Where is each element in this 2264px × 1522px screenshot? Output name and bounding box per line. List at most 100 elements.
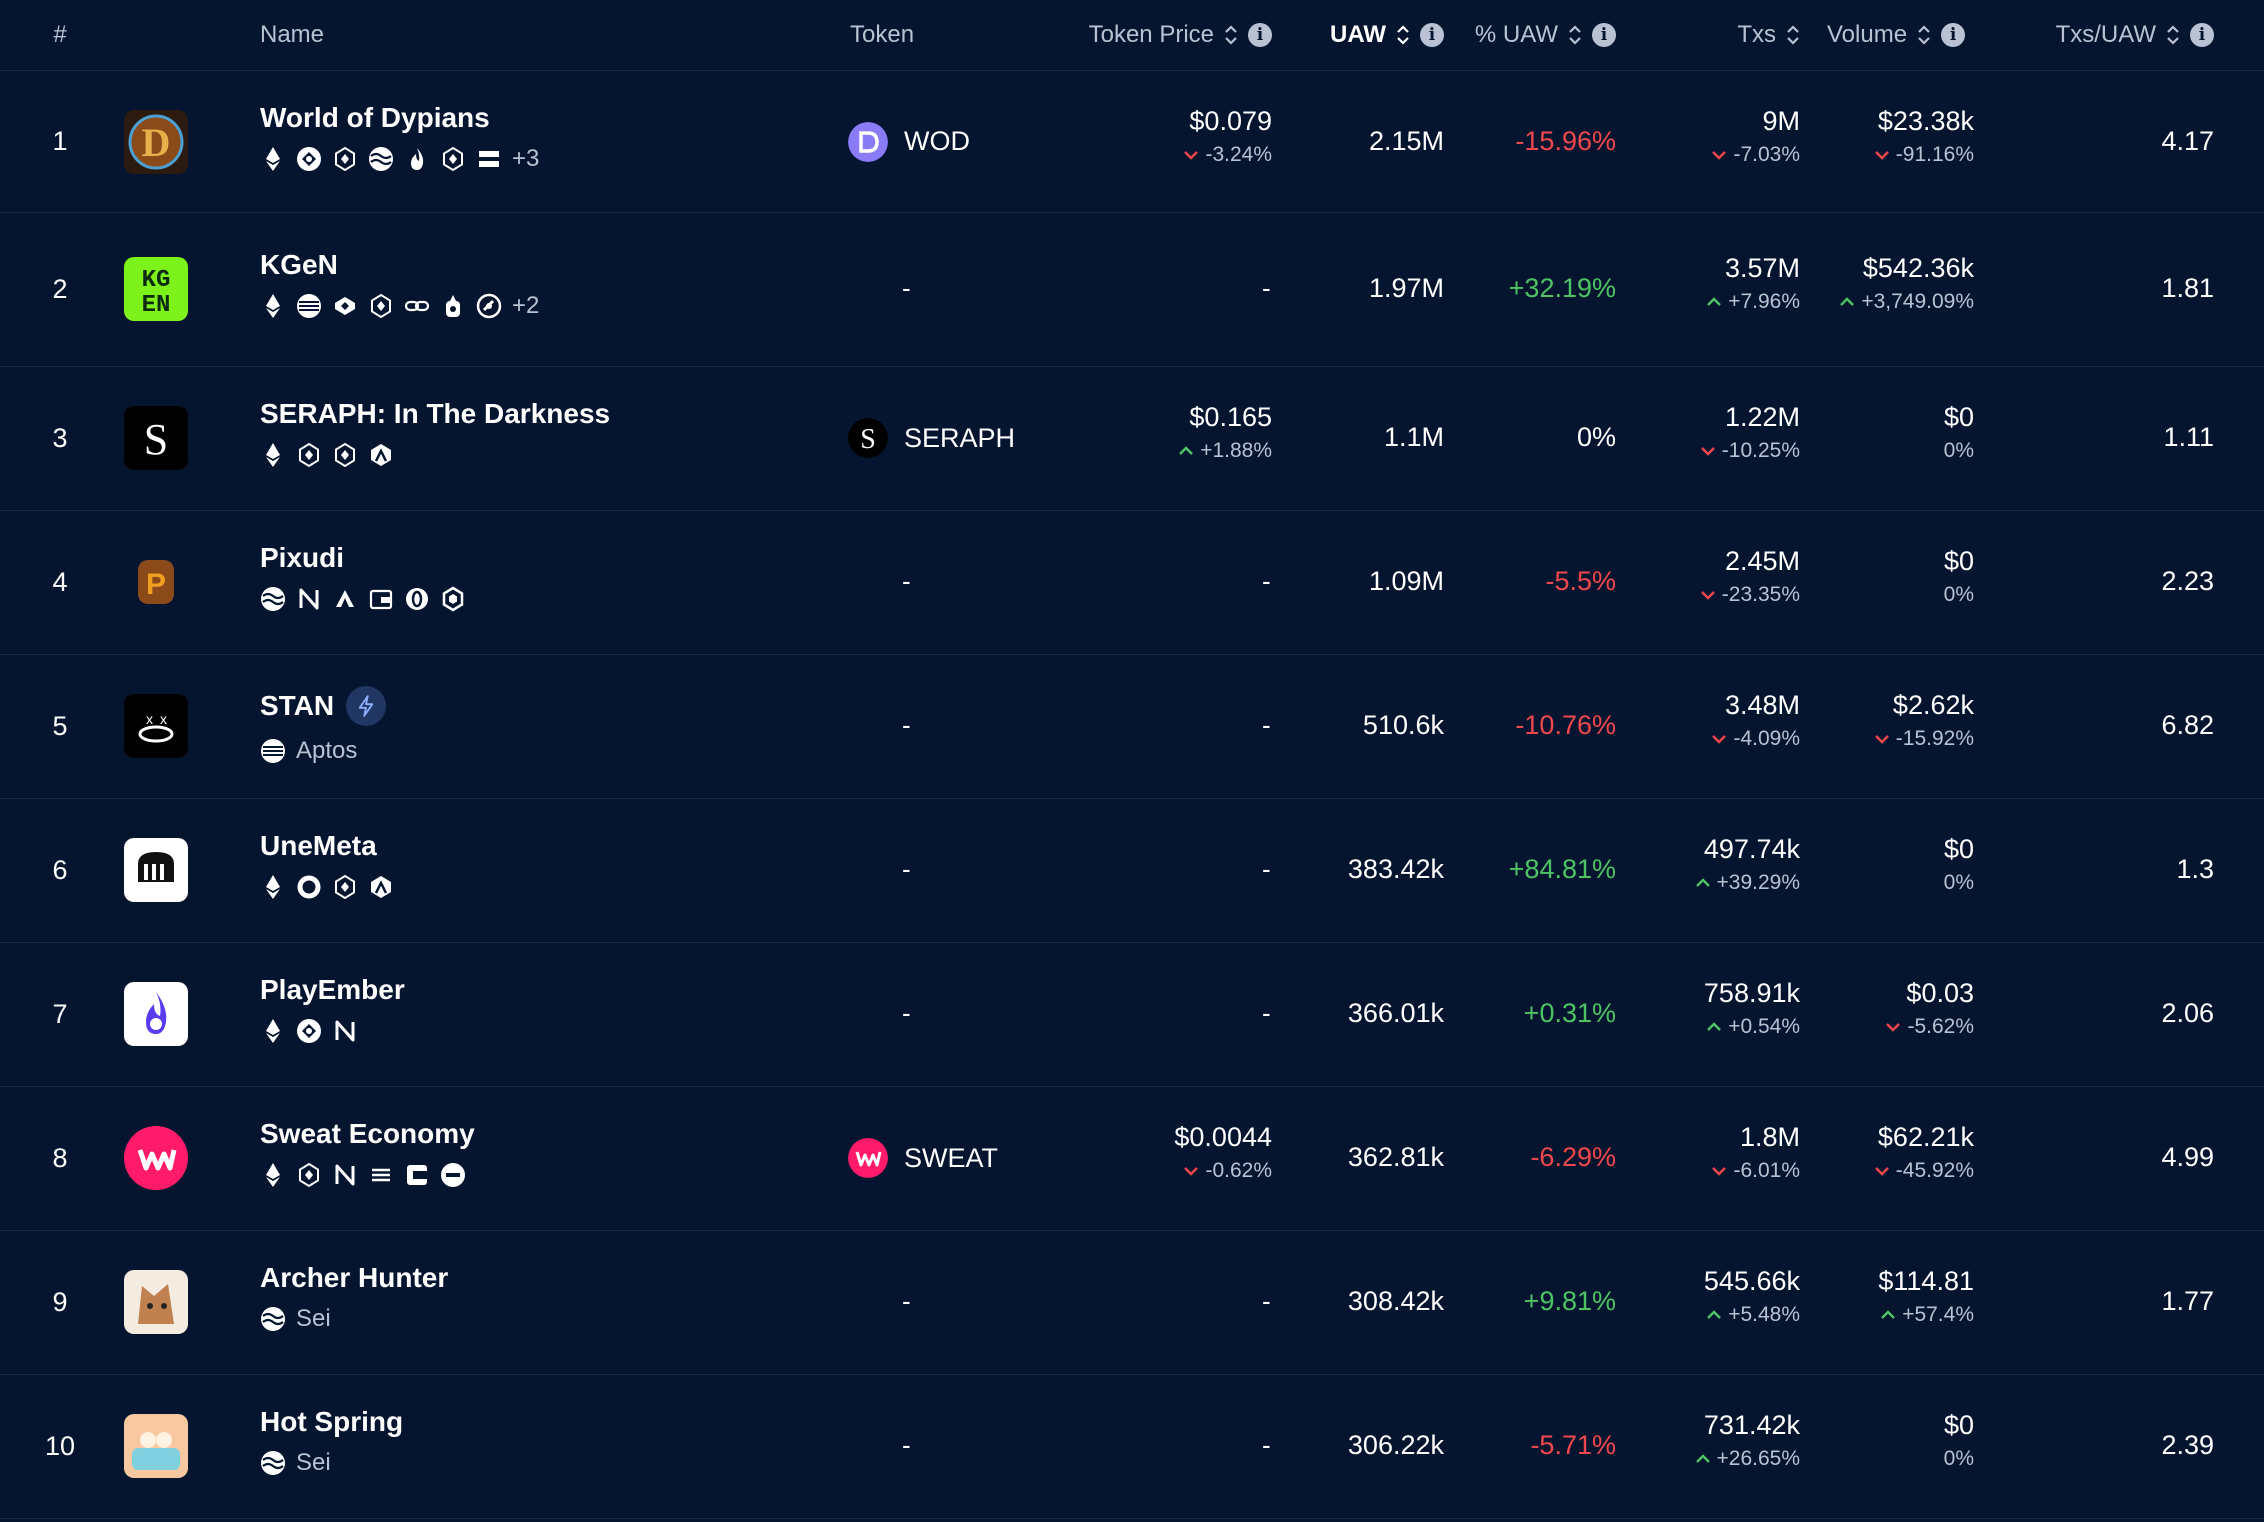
ethereum-icon (260, 1018, 286, 1044)
table-row[interactable]: 9 Archer Hunter Sei - -308.42k +9.81% 545.66k +… (0, 1230, 2264, 1375)
dapp-logo[interactable]: KG EN (124, 257, 188, 321)
rank: 7 (52, 998, 68, 1029)
table-row[interactable]: 5 x x STAN Aptos - -510.6k -10.76% 3.48M -4.09% $2… (0, 654, 2264, 799)
volume-cell: $0.03 -5.62% (1800, 978, 1974, 1039)
txs-change: +39.29% (1620, 871, 1800, 895)
chain-list (260, 440, 820, 470)
uaw-value: 2.15M (1368, 125, 1444, 156)
dapp-name-cell: Pixudi (260, 542, 820, 614)
chain-name: Sei (296, 1305, 331, 1332)
dapp-logo[interactable] (124, 982, 188, 1046)
table-row[interactable]: 2 KG EN KGeN +2- -1.97M +32.19% 3.57M +7.96% $542… (0, 212, 2264, 367)
token-cell[interactable]: SWEAT (848, 1138, 998, 1178)
dapp-name[interactable]: KGeN (260, 249, 338, 280)
dapp-logo[interactable] (124, 1414, 188, 1478)
table-row[interactable]: 1 D World of Dypians +3 WOD $0.079 -3.24% 2.15M… (0, 71, 2264, 213)
pct-uaw-value: -6.29% (1530, 1142, 1616, 1172)
sort-icon[interactable] (1224, 23, 1238, 47)
volume-cell: $114.81 +57.4% (1800, 1266, 1974, 1327)
header-txs-uaw[interactable]: Txs/UAW i (2000, 0, 2214, 70)
table-row[interactable]: 4 P Pixudi - -1.09M -5.5% 2.45M -23.35% $0 0% 2.23 (0, 510, 2264, 655)
dapp-logo[interactable]: S (124, 406, 188, 470)
info-icon[interactable]: i (2190, 23, 2214, 47)
svg-text:S: S (860, 424, 876, 455)
uaw-value: 383.42k (1347, 854, 1444, 884)
token-cell[interactable]: WOD (848, 121, 970, 162)
dapp-name[interactable]: Hot Spring (260, 1406, 404, 1437)
arbitrum-icon (368, 874, 394, 900)
ethereum-icon (260, 293, 286, 319)
more-chains-count[interactable]: +2 (512, 292, 540, 319)
sort-icon[interactable] (1786, 23, 1800, 47)
table-row[interactable]: 10 Hot Spring Sei - - 306.22k -5.71% 731.42k +26… (0, 1374, 2264, 1519)
sweat-token-icon (848, 1138, 888, 1178)
table-row[interactable]: 6 UneMeta - -383.42k +84.81% 497.74k +39.29% $0… (0, 798, 2264, 943)
sort-icon[interactable] (2166, 23, 2180, 47)
txs-cell: 1.22M -10.25% (1620, 402, 1800, 463)
uaw-value: 308.42k (1347, 1286, 1444, 1316)
header-uaw[interactable]: UAW i (1300, 0, 1444, 70)
info-icon[interactable]: i (1592, 23, 1616, 47)
wallet-icon (368, 586, 394, 612)
token-price-cell: $0.079 -3.24% (1000, 106, 1272, 167)
info-icon[interactable]: i (1248, 23, 1272, 47)
info-icon[interactable]: i (1941, 23, 1966, 47)
table-row[interactable]: 3 S SERAPH: In The Darkness S SERAPH $0.165 +1… (0, 366, 2264, 511)
sort-icon[interactable] (1396, 23, 1410, 47)
sort-icon[interactable] (1568, 23, 1582, 47)
token-cell[interactable]: S SERAPH (848, 418, 1015, 458)
token-price: $0.0044 (1174, 1122, 1272, 1152)
dapp-name[interactable]: Pixudi (260, 542, 345, 573)
txs-value: 545.66k (1703, 1266, 1800, 1296)
volume-change: 0% (1943, 583, 1974, 606)
volume-value: $2.62k (1892, 690, 1974, 720)
dapp-name[interactable]: PlayEmber (260, 974, 405, 1005)
uaw-value: 362.81k (1347, 1142, 1444, 1172)
dapp-logo[interactable] (124, 1126, 188, 1190)
txs-cell: 1.8M -6.01% (1620, 1122, 1800, 1183)
dapp-logo[interactable] (124, 1270, 188, 1334)
ethereum-icon (260, 1162, 286, 1188)
bnb-icon (296, 442, 322, 468)
dapp-name[interactable]: World of Dypians (260, 102, 490, 133)
more-chains-count[interactable]: +3 (512, 145, 540, 172)
token-empty: - (902, 854, 911, 884)
txs-cell: 545.66k +5.48% (1620, 1266, 1800, 1327)
token-symbol: SWEAT (904, 1142, 998, 1173)
token-price-change: -3.24% (1000, 143, 1272, 167)
sort-icon[interactable] (1917, 23, 1931, 47)
dapp-name[interactable]: STAN (260, 686, 820, 726)
header-token-price[interactable]: Token Price i (1000, 0, 1272, 70)
header-volume[interactable]: Volume i (1827, 0, 1987, 70)
bnb-icon (332, 146, 358, 172)
rank: 8 (52, 1142, 68, 1173)
header-pct-uaw[interactable]: % UAW i (1460, 0, 1616, 70)
aptos-icon (296, 293, 322, 319)
dapp-logo[interactable]: P (124, 550, 188, 614)
header-txs[interactable]: Txs (1680, 0, 1800, 70)
dapp-name-cell: SERAPH: In The Darkness (260, 398, 820, 470)
dapp-logo[interactable]: D (124, 109, 188, 174)
pct-uaw-value: +84.81% (1508, 854, 1616, 884)
txs-uaw-value: 2.06 (2161, 998, 2214, 1028)
token-price-empty: - (1262, 998, 1271, 1028)
near-icon (332, 1162, 358, 1188)
celo-icon (476, 293, 502, 319)
dapp-name[interactable]: UneMeta (260, 830, 377, 861)
dapp-name[interactable]: SERAPH: In The Darkness (260, 398, 611, 429)
txs-value: 9M (1762, 105, 1800, 136)
dapp-name-cell: World of Dypians +3 (260, 102, 820, 174)
table-row[interactable]: 8 Sweat Economy SWEAT $0.0044 -0.62% 362.81k -… (0, 1086, 2264, 1231)
chain-list: Aptos (260, 736, 820, 766)
uaw-value: 306.22k (1347, 1430, 1444, 1460)
dapp-name[interactable]: Archer Hunter (260, 1262, 449, 1293)
txs-value: 731.42k (1703, 1410, 1800, 1440)
dapp-name[interactable]: Sweat Economy (260, 1118, 475, 1149)
dapp-name-cell: Sweat Economy (260, 1118, 820, 1190)
table-row[interactable]: 7 PlayEmber - -366.01k +0.31% 758.91k +0.54% $0… (0, 942, 2264, 1087)
dapp-logo[interactable] (124, 838, 188, 902)
info-icon[interactable]: i (1420, 23, 1444, 47)
volume-value: $62.21k (1877, 1122, 1974, 1152)
